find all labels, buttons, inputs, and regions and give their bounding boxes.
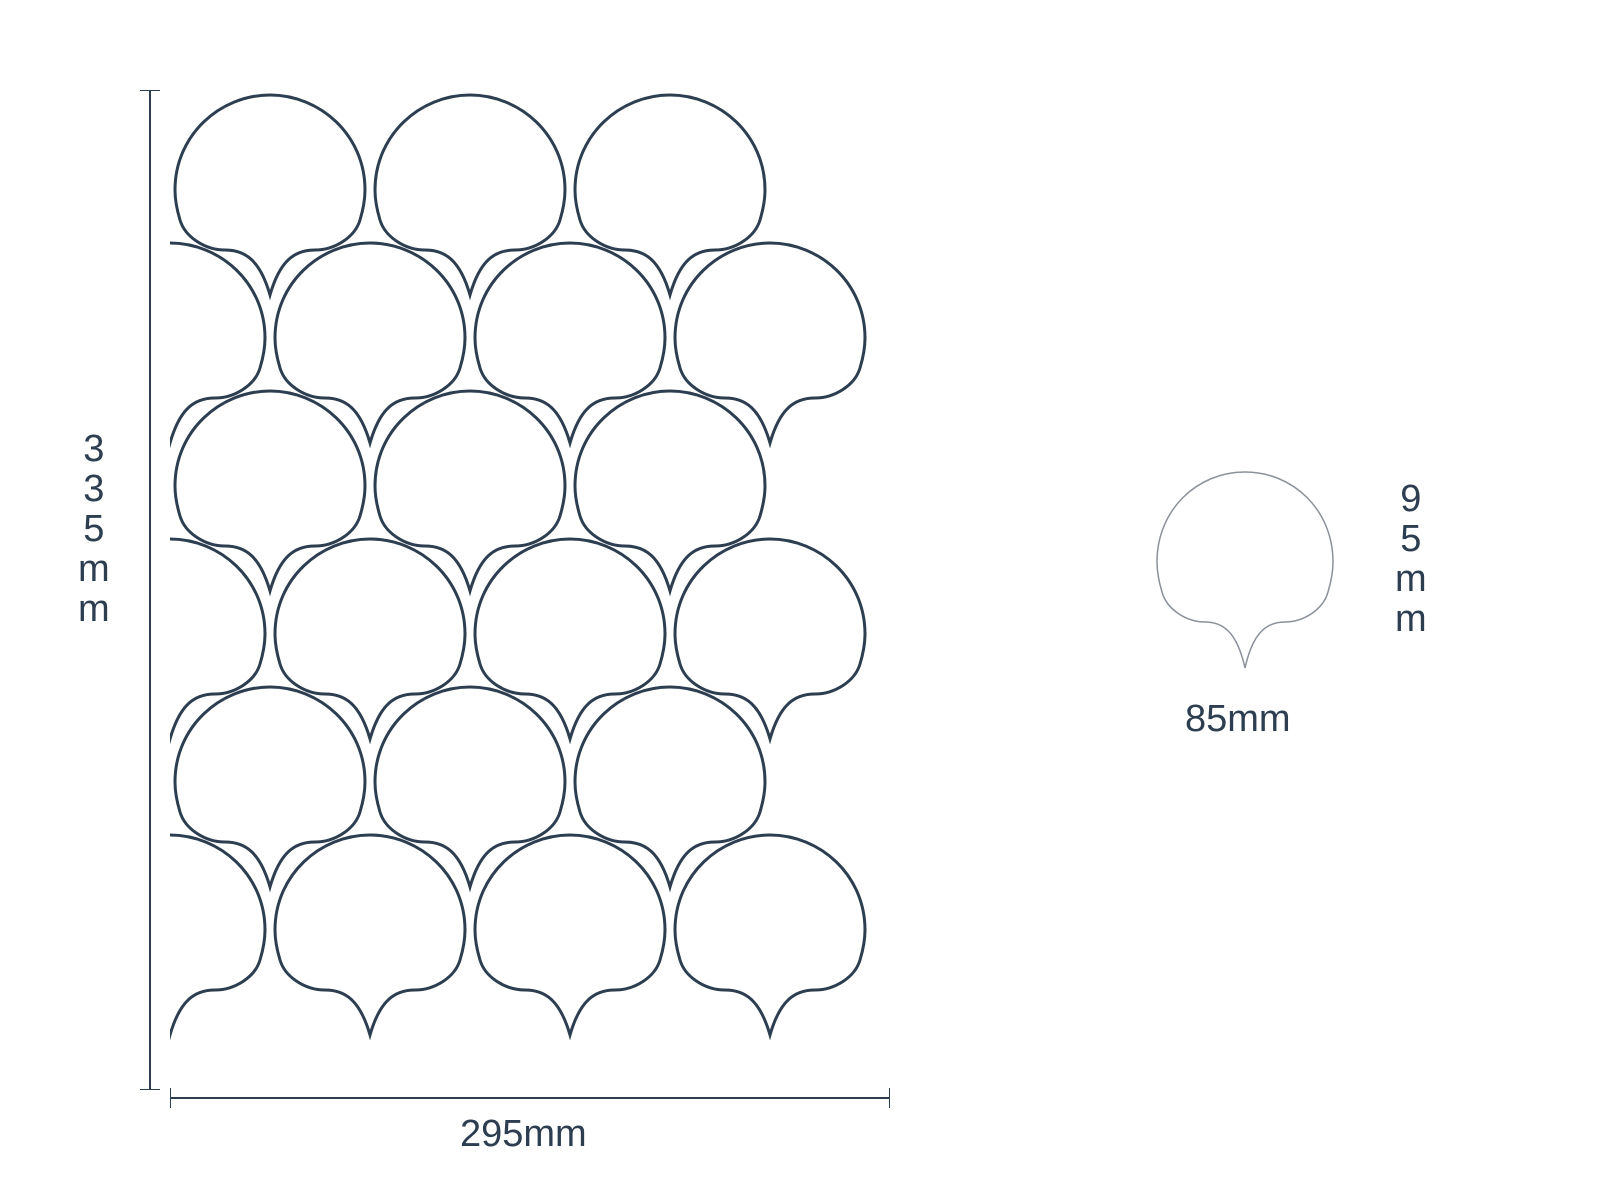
sheet-width-label: 295mm — [460, 1115, 587, 1155]
tile-width-label: 85mm — [1185, 700, 1291, 740]
sheet-height-dim-line — [140, 90, 160, 1090]
tile-sheet-pattern — [170, 85, 900, 1090]
tile-dimension-diagram: 335mm 295mm 85mm 95mm — [0, 0, 1618, 1192]
sheet-height-label: 335mm — [78, 430, 110, 629]
sheet-width-dim-line — [170, 1088, 890, 1108]
single-tile-detail — [1145, 460, 1345, 680]
tile-height-label: 95mm — [1395, 480, 1427, 640]
